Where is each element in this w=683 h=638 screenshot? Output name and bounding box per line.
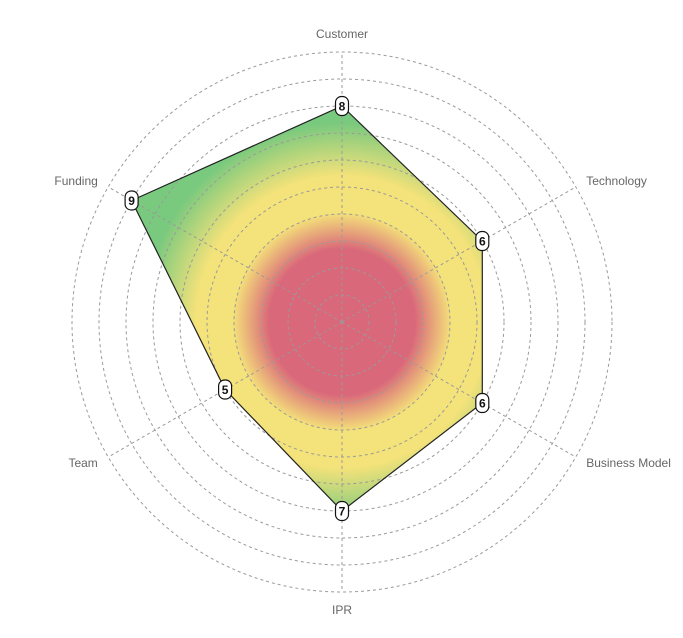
- radar-value-labels: 8 6 6 7 5 9: [124, 95, 490, 522]
- value-marker: 9: [124, 190, 139, 211]
- grid-ring: [125, 105, 559, 539]
- axis-label-business-model: Business Model: [586, 456, 671, 470]
- radar-axis-labels: Customer Technology Business Model IPR Team F…: [54, 27, 670, 617]
- value-marker: 6: [475, 230, 490, 252]
- grid-spoke: [107, 186, 343, 323]
- data-area-fill: [131, 106, 483, 511]
- value-marker: 5: [218, 379, 233, 400]
- value-marker-box: [124, 190, 139, 211]
- value-label: 7: [339, 505, 346, 519]
- value-label: 5: [222, 383, 229, 397]
- value-marker-box: [475, 392, 490, 414]
- value-marker-box: [334, 500, 350, 522]
- value-marker-box: [475, 230, 490, 252]
- value-marker: 6: [475, 392, 490, 414]
- value-label: 6: [479, 235, 486, 249]
- axis-label-customer: Customer: [316, 27, 368, 41]
- axis-label-team: Team: [68, 456, 97, 470]
- grid-ring: [71, 51, 613, 593]
- value-marker-box: [218, 379, 233, 400]
- axis-label-technology: Technology: [586, 174, 647, 188]
- grid-ring: [98, 78, 586, 566]
- axis-label-funding: Funding: [54, 174, 97, 188]
- radar-data: [131, 106, 483, 511]
- value-label: 9: [128, 194, 135, 208]
- grid-spoke: [341, 321, 577, 458]
- value-label: 8: [339, 100, 346, 114]
- grid-spoke: [341, 186, 577, 323]
- value-label: 6: [479, 397, 486, 411]
- value-marker-box: [334, 95, 350, 117]
- axis-label-ipr: IPR: [332, 603, 352, 617]
- value-marker: 8: [334, 95, 350, 117]
- value-marker: 7: [334, 500, 350, 522]
